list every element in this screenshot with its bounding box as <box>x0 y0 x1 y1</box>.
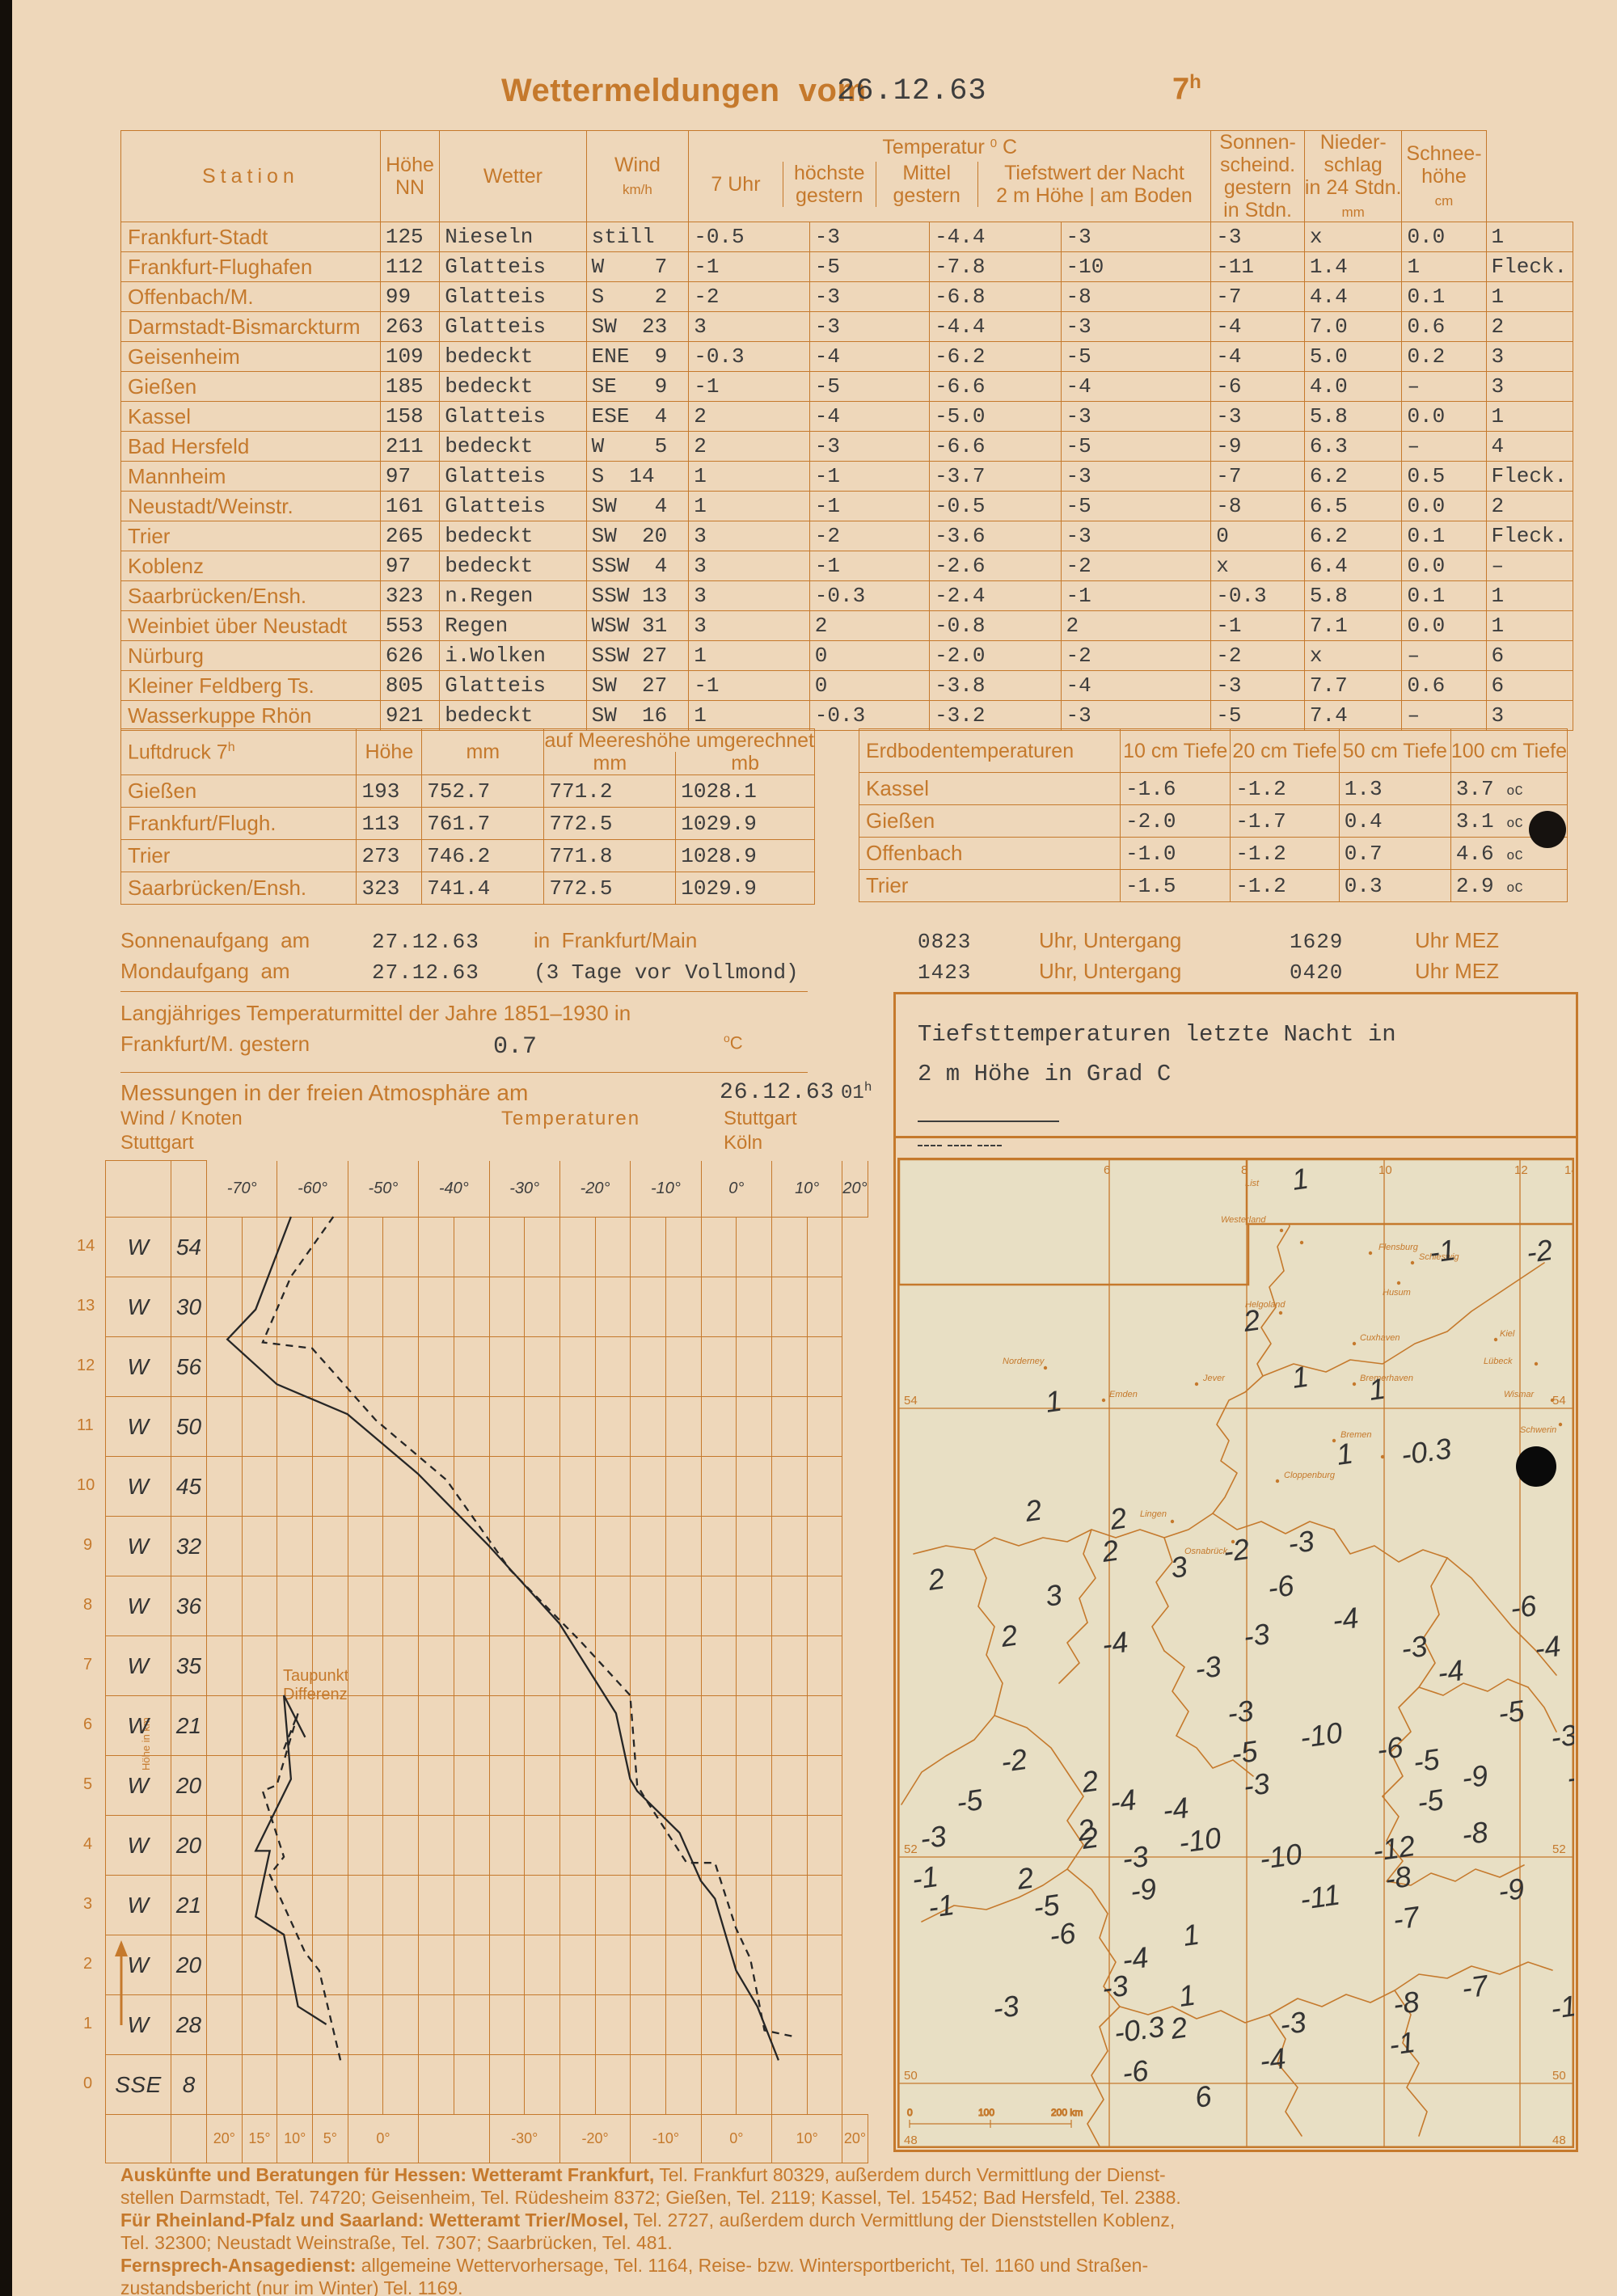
svg-text:50: 50 <box>1552 2069 1566 2083</box>
svg-text:-9: -9 <box>1496 1872 1526 1908</box>
svg-text:-6: -6 <box>1508 1589 1539 1625</box>
svg-text:Husum: Husum <box>1383 1288 1411 1298</box>
svg-text:-5: -5 <box>1229 1734 1260 1771</box>
svg-text:100: 100 <box>978 2107 994 2118</box>
svg-text:-2: -2 <box>1221 1532 1251 1568</box>
svg-text:Lübeck: Lübeck <box>1484 1357 1513 1366</box>
svg-text:-5: -5 <box>1496 1694 1526 1730</box>
svg-text:-3: -3 <box>1399 1629 1429 1665</box>
svg-text:-6: -6 <box>1047 1916 1078 1952</box>
svg-text:-6: -6 <box>1374 1730 1405 1766</box>
svg-text:-9: -9 <box>1459 1758 1489 1795</box>
svg-text:-1: -1 <box>926 1888 956 1924</box>
svg-text:50: 50 <box>904 2069 918 2083</box>
svg-text:-3: -3 <box>1193 1649 1222 1686</box>
svg-text:-10: -10 <box>1176 1821 1222 1859</box>
svg-text:-8: -8 <box>1459 1815 1489 1851</box>
svg-text:-5: -5 <box>1415 1783 1446 1819</box>
svg-text:-4: -4 <box>1160 1791 1190 1827</box>
svg-text:-8: -8 <box>1391 1985 1421 2021</box>
svg-text:Schwerin: Schwerin <box>1520 1425 1556 1435</box>
svg-text:Flensburg: Flensburg <box>1378 1243 1419 1252</box>
svg-text:-3: -3 <box>1286 1524 1315 1560</box>
svg-text:-4: -4 <box>1435 1653 1465 1690</box>
svg-text:-3: -3 <box>1548 1718 1574 1754</box>
svg-text:-4: -4 <box>1100 1625 1129 1661</box>
svg-text:-1: -1 <box>1387 2025 1416 2062</box>
svg-text:-3: -3 <box>1120 1839 1150 1876</box>
svg-text:-12: -12 <box>1548 1986 1574 2025</box>
svg-text:54: 54 <box>1552 1394 1566 1408</box>
svg-text:-3: -3 <box>1100 1969 1129 2005</box>
svg-text:48: 48 <box>1552 2134 1566 2147</box>
svg-text:Emden: Emden <box>1109 1390 1138 1399</box>
svg-text:-0.3: -0.3 <box>1399 1432 1453 1471</box>
svg-text:Kiel: Kiel <box>1500 1329 1515 1339</box>
svg-text:Jever: Jever <box>1202 1374 1226 1383</box>
svg-text:-4: -4 <box>1330 1601 1360 1637</box>
svg-text:12: 12 <box>1514 1163 1528 1177</box>
svg-text:-8: -8 <box>1383 1859 1412 1896</box>
svg-text:Wismar: Wismar <box>1504 1390 1535 1399</box>
svg-text:10: 10 <box>1378 1163 1392 1177</box>
svg-text:14: 14 <box>1564 1163 1574 1177</box>
svg-text:Norderney: Norderney <box>1003 1357 1045 1366</box>
svg-text:-10: -10 <box>1298 1716 1344 1754</box>
svg-text:-6: -6 <box>1120 2053 1150 2090</box>
svg-text:-5: -5 <box>1411 1742 1442 1779</box>
svg-text:Osnabrück: Osnabrück <box>1184 1547 1228 1556</box>
svg-text:-2: -2 <box>1524 1233 1554 1269</box>
svg-text:-2: -2 <box>998 1742 1028 1779</box>
svg-text:200 km: 200 km <box>1051 2107 1083 2118</box>
svg-text:0: 0 <box>907 2107 913 2118</box>
svg-text:-10: -10 <box>1257 1837 1303 1876</box>
svg-text:List: List <box>1245 1179 1260 1188</box>
svg-text:Cloppenburg: Cloppenburg <box>1284 1471 1336 1480</box>
svg-text:-3: -3 <box>1241 1617 1271 1653</box>
svg-text:-3: -3 <box>1241 1766 1271 1803</box>
svg-text:-3: -3 <box>918 1819 948 1855</box>
svg-text:52: 52 <box>904 1842 918 1856</box>
svg-text:-1: -1 <box>1427 1233 1457 1269</box>
svg-text:52: 52 <box>1552 1842 1566 1856</box>
svg-text:-11: -11 <box>1298 1877 1342 1915</box>
svg-text:48: 48 <box>904 2134 918 2147</box>
svg-text:-4: -4 <box>1532 1629 1562 1665</box>
svg-text:Westerland: Westerland <box>1221 1215 1266 1225</box>
svg-text:8: 8 <box>1241 1163 1248 1177</box>
svg-text:-4: -4 <box>1108 1783 1138 1819</box>
svg-text:Lingen: Lingen <box>1140 1509 1167 1519</box>
svg-text:-9: -9 <box>1128 1872 1158 1908</box>
svg-text:-3: -3 <box>1277 2005 1307 2041</box>
svg-text:-5: -5 <box>954 1783 985 1819</box>
svg-text:54: 54 <box>904 1394 918 1408</box>
svg-text:Cuxhaven: Cuxhaven <box>1360 1333 1400 1343</box>
svg-text:-0.3: -0.3 <box>1112 2010 1166 2049</box>
svg-text:6: 6 <box>1104 1163 1110 1177</box>
svg-text:-6: -6 <box>1265 1568 1296 1605</box>
svg-text:-3: -3 <box>1225 1694 1255 1730</box>
svg-text:-4: -4 <box>1257 2041 1287 2078</box>
svg-text:-3: -3 <box>990 1989 1020 2025</box>
